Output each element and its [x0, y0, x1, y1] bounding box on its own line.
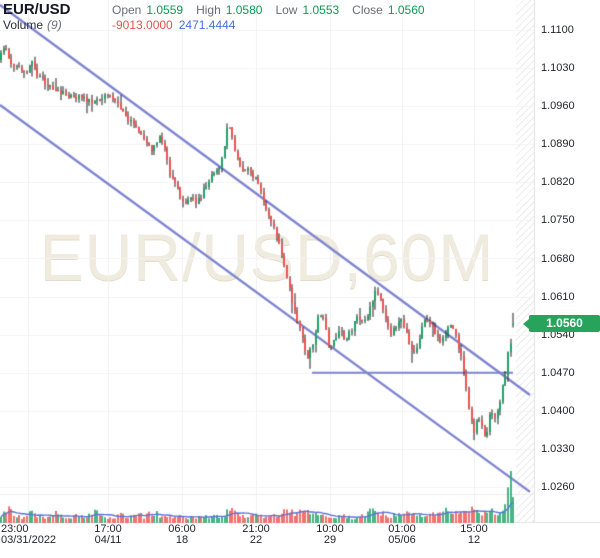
- price-axis-label: 1.0330: [541, 442, 575, 455]
- time-axis-label: 17:00 04/11: [94, 523, 122, 546]
- open-value: 1.0559: [146, 3, 184, 17]
- time-axis-label: 06:00 18: [168, 523, 196, 546]
- indicator-value-negative: -9013.0000: [112, 18, 173, 32]
- high-value: 1.0580: [225, 3, 263, 17]
- last-price-badge: 1.0560: [523, 315, 600, 333]
- low-value: 1.0553: [302, 3, 340, 17]
- time-axis-label: 23:00 03/31/2022: [1, 523, 57, 546]
- time-axis-label: 21:00 22: [242, 523, 270, 546]
- time-axis-label: 15:00 12: [460, 523, 488, 546]
- chart-header: EUR/USD Open 1.0559 High 1.0580 Low 1.05…: [3, 2, 438, 33]
- price-axis-label: 1.1030: [541, 62, 575, 75]
- price-axis-label: 1.0680: [541, 252, 575, 265]
- price-axis-label: 1.0890: [541, 138, 575, 151]
- close-label: Close: [352, 3, 383, 17]
- indicator-param: (9): [47, 18, 62, 32]
- time-axis-label: 10:00 29: [316, 523, 344, 546]
- high-label: High: [196, 3, 221, 17]
- price-axis-label: 1.1100: [541, 24, 574, 36]
- open-label: Open: [112, 3, 142, 17]
- price-axis-label: 1.0820: [541, 176, 575, 189]
- price-axis-label: 1.0260: [541, 481, 575, 493]
- close-value: 1.0560: [387, 3, 425, 17]
- indicator-row: Volume (9) -9013.0000 2471.4444: [3, 18, 438, 33]
- price-axis-label: 1.0960: [541, 100, 575, 113]
- low-label: Low: [275, 3, 298, 17]
- time-axis-label: 01:00 05/06: [388, 523, 416, 546]
- symbol-title: EUR/USD: [3, 1, 71, 18]
- price-axis-label: 1.0400: [541, 404, 575, 417]
- ohlc-row: EUR/USD Open 1.0559 High 1.0580 Low 1.05…: [3, 2, 438, 18]
- indicator-value-average: 2471.4444: [178, 18, 236, 32]
- price-axis-label: 1.0470: [541, 366, 575, 379]
- indicator-name: Volume: [3, 18, 44, 32]
- last-price-value: 1.0560: [546, 316, 583, 331]
- price-axis-label: 1.0750: [541, 214, 575, 227]
- price-axis-label: 1.0610: [541, 290, 575, 303]
